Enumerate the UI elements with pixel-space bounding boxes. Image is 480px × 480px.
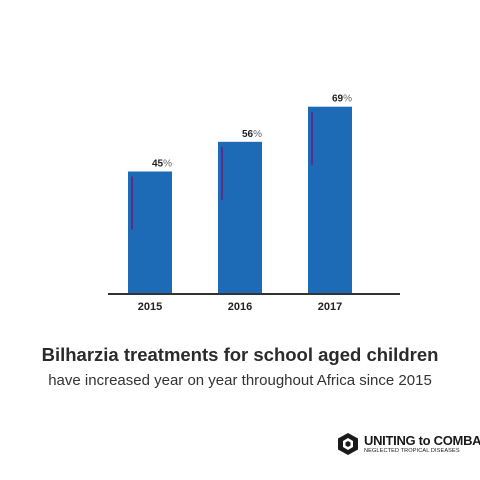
bar-2016 bbox=[218, 141, 262, 293]
x-tick-label-2017: 2017 bbox=[318, 301, 342, 313]
value-label-2017: 69% bbox=[332, 94, 352, 105]
logo-name: UNITING to COMBAT bbox=[364, 433, 480, 448]
uniting-to-combat-logo: UNITING to COMBAT NEGLECTED TROPICAL DIS… bbox=[336, 432, 480, 462]
bar-chart: 45% 2015 56% 2016 69% 2017 bbox=[108, 94, 400, 313]
x-tick-label-2016: 2016 bbox=[228, 301, 252, 313]
x-tick-label-2015: 2015 bbox=[138, 301, 162, 313]
chart-title: Bilharzia treatments for school aged chi… bbox=[41, 344, 439, 365]
bar-2015 bbox=[128, 171, 172, 293]
bar-2017 bbox=[308, 106, 352, 293]
value-label-2015: 45% bbox=[152, 159, 172, 170]
value-label-2016: 56% bbox=[242, 129, 262, 140]
logo-mark-icon bbox=[338, 433, 358, 455]
chart-subtitle: have increased year on year throughout A… bbox=[48, 372, 432, 389]
logo-tagline: NEGLECTED TROPICAL DISEASES bbox=[364, 448, 460, 454]
